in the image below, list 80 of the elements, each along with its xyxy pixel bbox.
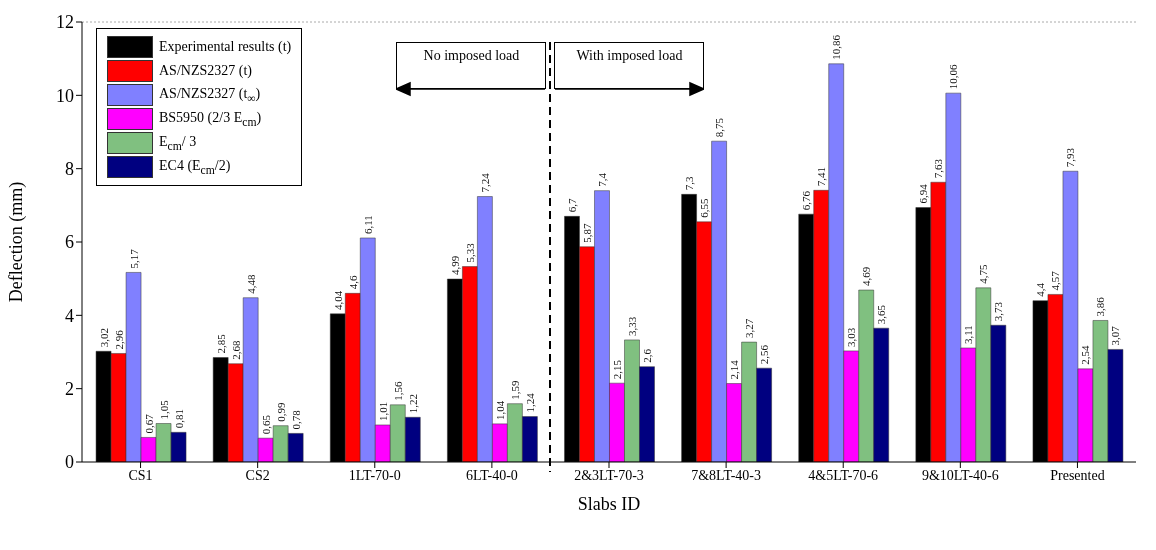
y-tick-label: 4 <box>65 305 74 326</box>
data-label: 6,55 <box>698 198 711 218</box>
x-tick-label: CS2 <box>245 467 270 483</box>
data-label: 1,24 <box>523 392 536 413</box>
annotation: No imposed load <box>422 47 521 65</box>
data-label: 3,03 <box>845 327 858 347</box>
data-label: 6,7 <box>566 198 578 213</box>
data-label: 1,05 <box>157 399 170 420</box>
data-label: 4,6 <box>346 275 359 290</box>
data-label: 3,11 <box>962 325 975 344</box>
x-tick-label: CS1 <box>128 467 153 483</box>
y-tick-label: 0 <box>65 452 74 473</box>
data-label: 7,41 <box>815 167 828 187</box>
data-label: 4,04 <box>331 290 344 310</box>
data-label: 5,33 <box>463 242 476 263</box>
legend-label: BS5950 (2/3 E$_{cm}$) <box>159 109 262 129</box>
data-label: 2,14 <box>728 359 741 380</box>
data-label: 1,22 <box>406 394 419 414</box>
data-label: 7,93 <box>1064 147 1077 168</box>
data-label: 2,85 <box>214 333 227 354</box>
data-label: 3,33 <box>626 316 638 336</box>
legend-label: EC4 (E$_{cm}$/2) <box>159 157 231 177</box>
data-label: 7,63 <box>932 158 945 179</box>
x-tick-label: 7&8LT-40-3 <box>691 467 761 483</box>
annotation: With imposed load <box>575 47 684 65</box>
x-axis-title: Slabs ID <box>577 494 641 514</box>
data-label: 0,67 <box>142 413 155 434</box>
data-label: 2,68 <box>229 339 242 360</box>
x-tick-label: 4&5LT-70-6 <box>808 467 879 483</box>
data-label: 8,75 <box>713 117 726 138</box>
data-label: 0,81 <box>172 409 185 429</box>
data-label: 10,06 <box>947 63 960 90</box>
data-label: 2,15 <box>611 359 623 380</box>
data-label: 4,69 <box>860 266 873 287</box>
data-label: 7,24 <box>478 172 491 193</box>
data-label: 4,75 <box>977 264 990 284</box>
data-label: 3,73 <box>992 301 1005 322</box>
y-tick-label: 8 <box>65 159 74 180</box>
data-label: 7,3 <box>683 176 696 191</box>
legend-label: AS/NZS2327 (t) <box>159 63 252 79</box>
data-label: 10,86 <box>830 34 843 60</box>
data-label: 2,6 <box>641 348 653 363</box>
legend-label: AS/NZS2327 (t$_{∞}$) <box>159 85 261 105</box>
data-label: 4,99 <box>448 255 461 276</box>
y-tick-label: 12 <box>56 12 74 33</box>
legend-label: E$_{cm}$/ 3 <box>159 133 197 153</box>
data-label: 5,87 <box>581 223 593 243</box>
data-label: 2,54 <box>1079 345 1092 365</box>
data-label: 7,4 <box>596 172 608 187</box>
data-label: 6,76 <box>800 190 813 211</box>
data-label: 1,01 <box>376 401 389 421</box>
data-label: 6,11 <box>361 215 374 234</box>
data-label: 2,96 <box>112 329 125 350</box>
data-label: 4,57 <box>1049 270 1062 291</box>
data-label: 5,17 <box>127 248 140 269</box>
x-tick-label: 6LT-40-0 <box>465 467 518 483</box>
data-label: 3,27 <box>743 318 756 339</box>
y-tick-label: 10 <box>56 85 74 106</box>
data-label: 4,48 <box>244 273 257 294</box>
data-label: 0,65 <box>259 414 272 435</box>
data-label: 2,56 <box>758 344 771 365</box>
data-label: 3,02 <box>97 328 110 348</box>
x-tick-label: 2&3LT-70-3 <box>574 467 644 483</box>
y-axis-title: Deflection (mm) <box>6 181 28 303</box>
data-label: 3,65 <box>875 304 888 325</box>
x-tick-label: 9&10LT-40-6 <box>921 467 999 483</box>
data-label: 3,86 <box>1094 296 1107 317</box>
y-tick-label: 6 <box>65 232 74 253</box>
x-tick-label: 1LT-70-0 <box>348 467 401 483</box>
data-label: 0,99 <box>274 401 287 422</box>
legend-label: Experimental results (t) <box>159 39 292 55</box>
data-label: 1,59 <box>508 379 521 400</box>
data-label: 1,04 <box>493 400 506 420</box>
data-label: 0,78 <box>289 409 302 430</box>
data-label: 1,56 <box>391 381 404 401</box>
data-label: 6,94 <box>917 183 930 204</box>
x-tick-label: Presented <box>1050 467 1105 483</box>
data-label: 4,4 <box>1034 282 1047 297</box>
y-tick-label: 2 <box>65 379 74 400</box>
data-label: 3,07 <box>1109 325 1122 346</box>
